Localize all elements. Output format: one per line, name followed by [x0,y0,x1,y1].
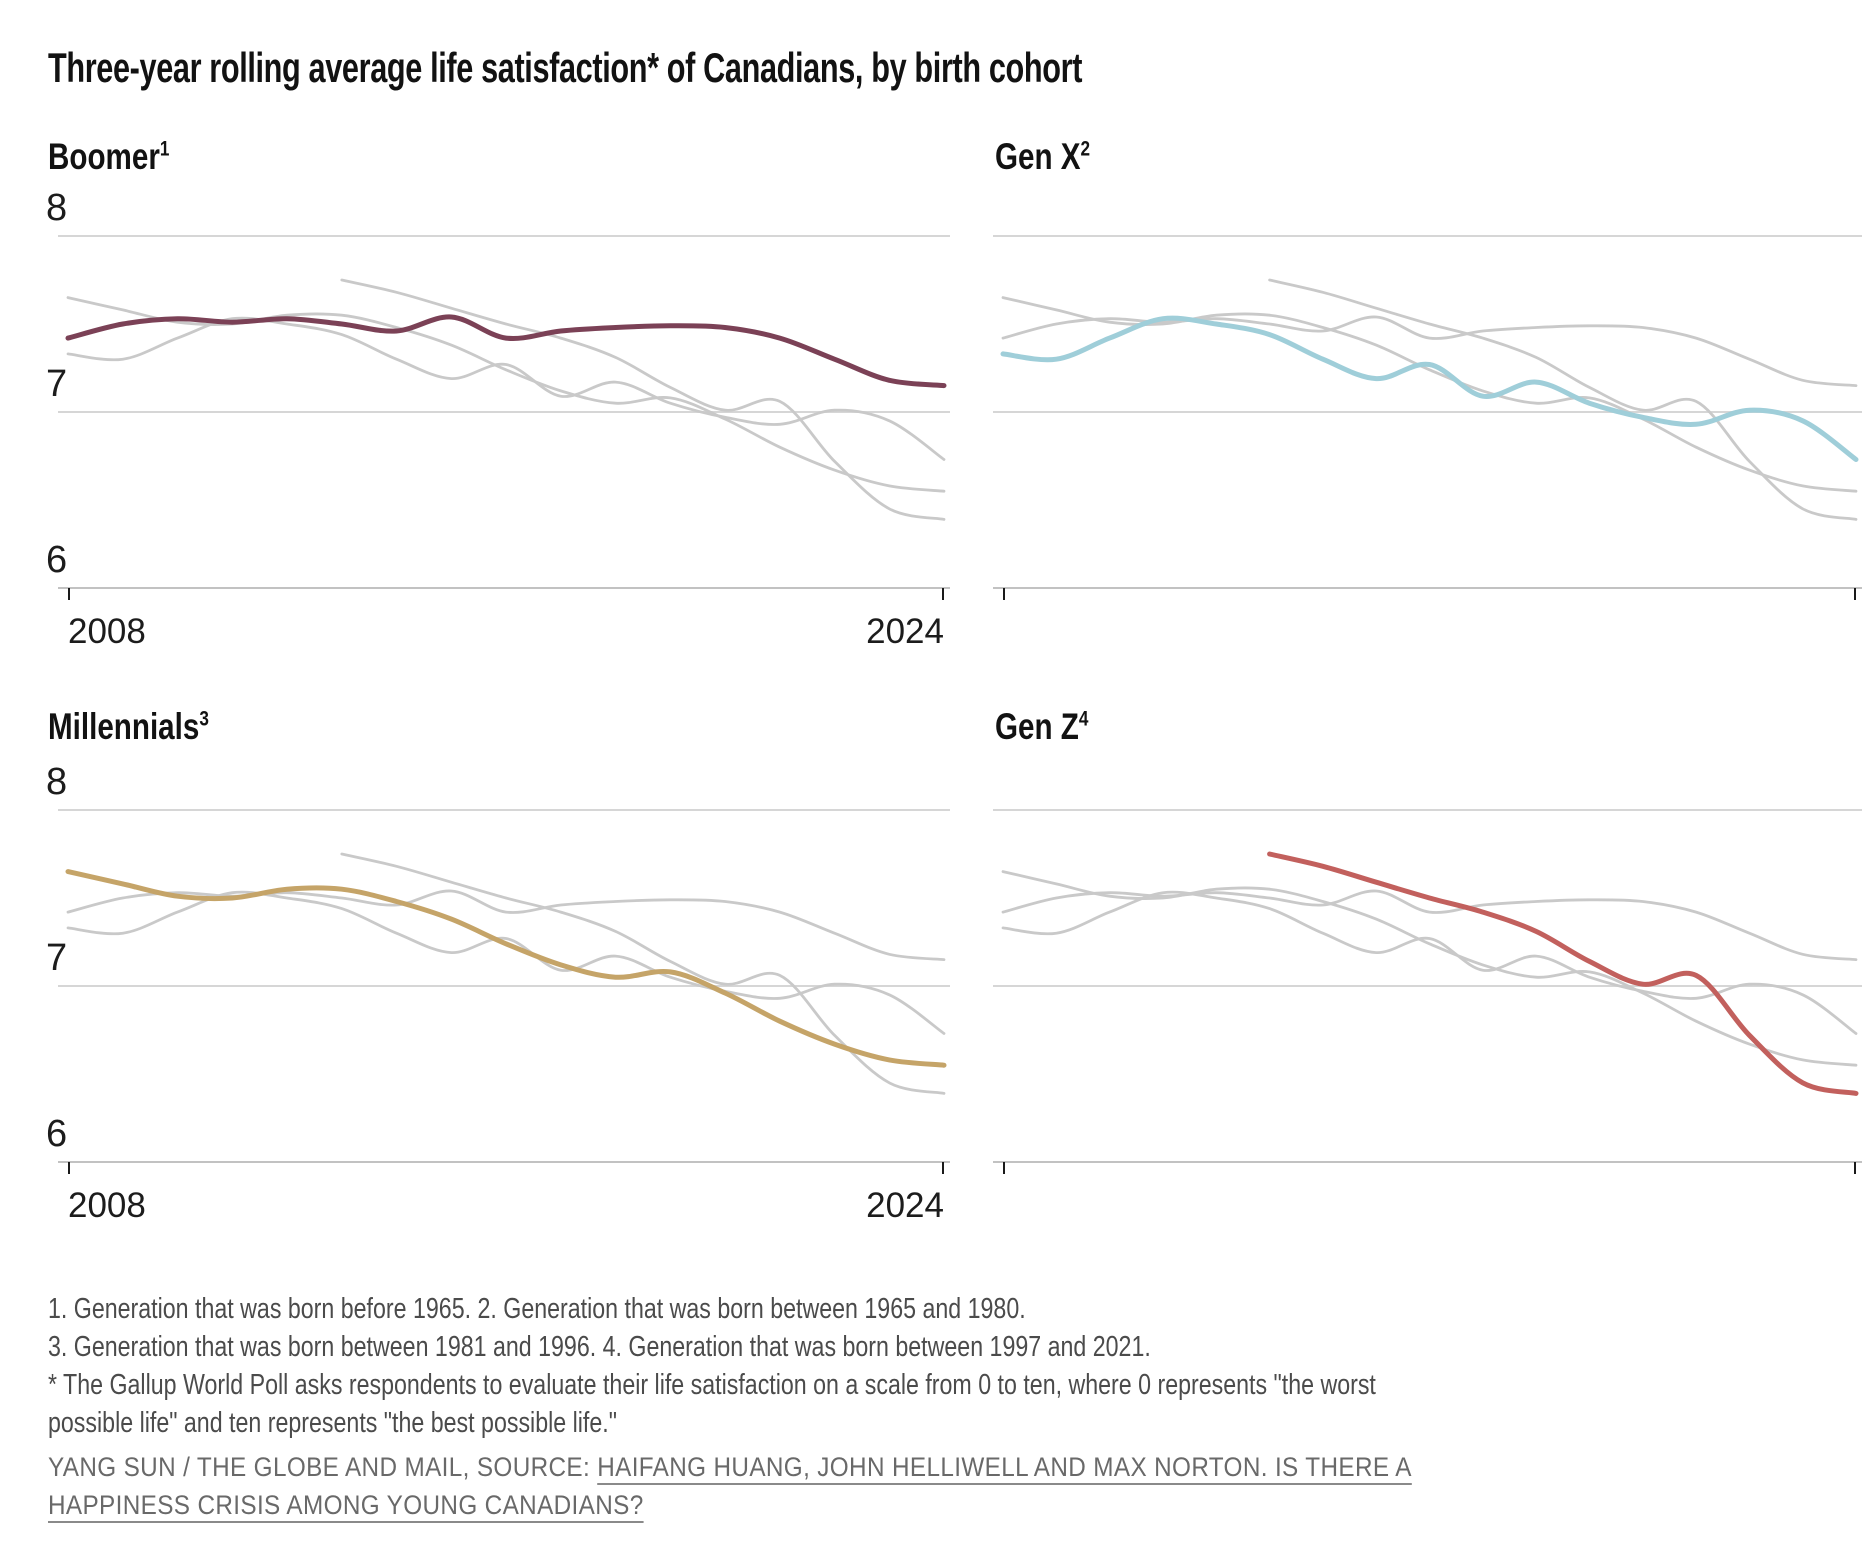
y-axis-label-8: 8 [46,761,68,803]
series-line-gen-x-highlight [1000,315,1859,462]
series-line-boomer [66,889,946,961]
credit: YANG SUN / THE GLOBE AND MAIL, SOURCE: H… [48,1448,1412,1524]
panel-title-gen-z: Gen Z4 [995,706,1089,747]
footnotes: 1. Generation that was born before 1965.… [48,1290,1376,1442]
panel-title-footnote-marker: 4 [1078,706,1089,731]
x-axis-label-2024: 2024 [866,612,944,651]
series-line-boomer-highlight [65,314,947,389]
y-axis-label-8: 8 [46,187,68,229]
series-line-gen-z-highlight [1267,851,1859,1096]
series-line-millennials [1001,870,1858,1067]
series-line-gen-z [340,278,946,521]
y-axis-label-7: 7 [46,363,68,405]
chart-svg-millennials [58,809,950,1174]
series-line-boomer [1001,889,1858,961]
page-title: Three-year rolling average life satisfac… [48,44,1083,91]
chart-svg-gen-z [993,809,1862,1174]
series-line-gen-z [1268,278,1858,521]
chart-svg-boomer [58,235,950,600]
footnote-line: 3. Generation that was born between 1981… [48,1331,1151,1363]
credit-byline: YANG SUN / THE GLOBE AND MAIL, SOURCE: [48,1452,598,1482]
footnote-line: possible life" and ten represents "the b… [48,1407,617,1439]
x-axis-labels: 2008 2024 [68,612,944,652]
chart-svg-gen-x [993,235,1862,600]
panel-title-millennials: Millennials3 [48,706,209,747]
footnote-line: * The Gallup World Poll asks respondents… [48,1369,1376,1401]
credit-source-line1: HAIFANG HUANG, JOHN HELLIWELL AND MAX NO… [597,1452,1412,1482]
series-line-millennials [66,296,946,493]
panel-title-gen-x: Gen X2 [995,136,1091,177]
y-axis-label-7: 7 [46,937,68,979]
credit-source-link[interactable]: HAIFANG HUANG, JOHN HELLIWELL AND MAX NO… [48,1452,1412,1520]
panel-title-footnote-marker: 1 [159,136,170,161]
y-axis-label-6: 6 [46,1113,68,1155]
x-axis-label-2008: 2008 [68,1186,146,1225]
panel-title-boomer: Boomer1 [48,136,170,177]
series-line-gen-z [340,852,946,1095]
x-axis-label-2024: 2024 [866,1186,944,1225]
credit-source-line2: HAPPINESS CRISIS AMONG YOUNG CANADIANS? [48,1490,644,1520]
panel-title-footnote-marker: 2 [1080,136,1091,161]
y-axis-label-6: 6 [46,539,68,581]
footnote-line: 1. Generation that was born before 1965.… [48,1293,1026,1325]
x-axis-labels: 2008 2024 [68,1186,944,1226]
panel-title-footnote-marker: 3 [199,706,209,731]
x-axis-label-2008: 2008 [68,612,146,651]
series-line-millennials-highlight [65,869,947,1068]
